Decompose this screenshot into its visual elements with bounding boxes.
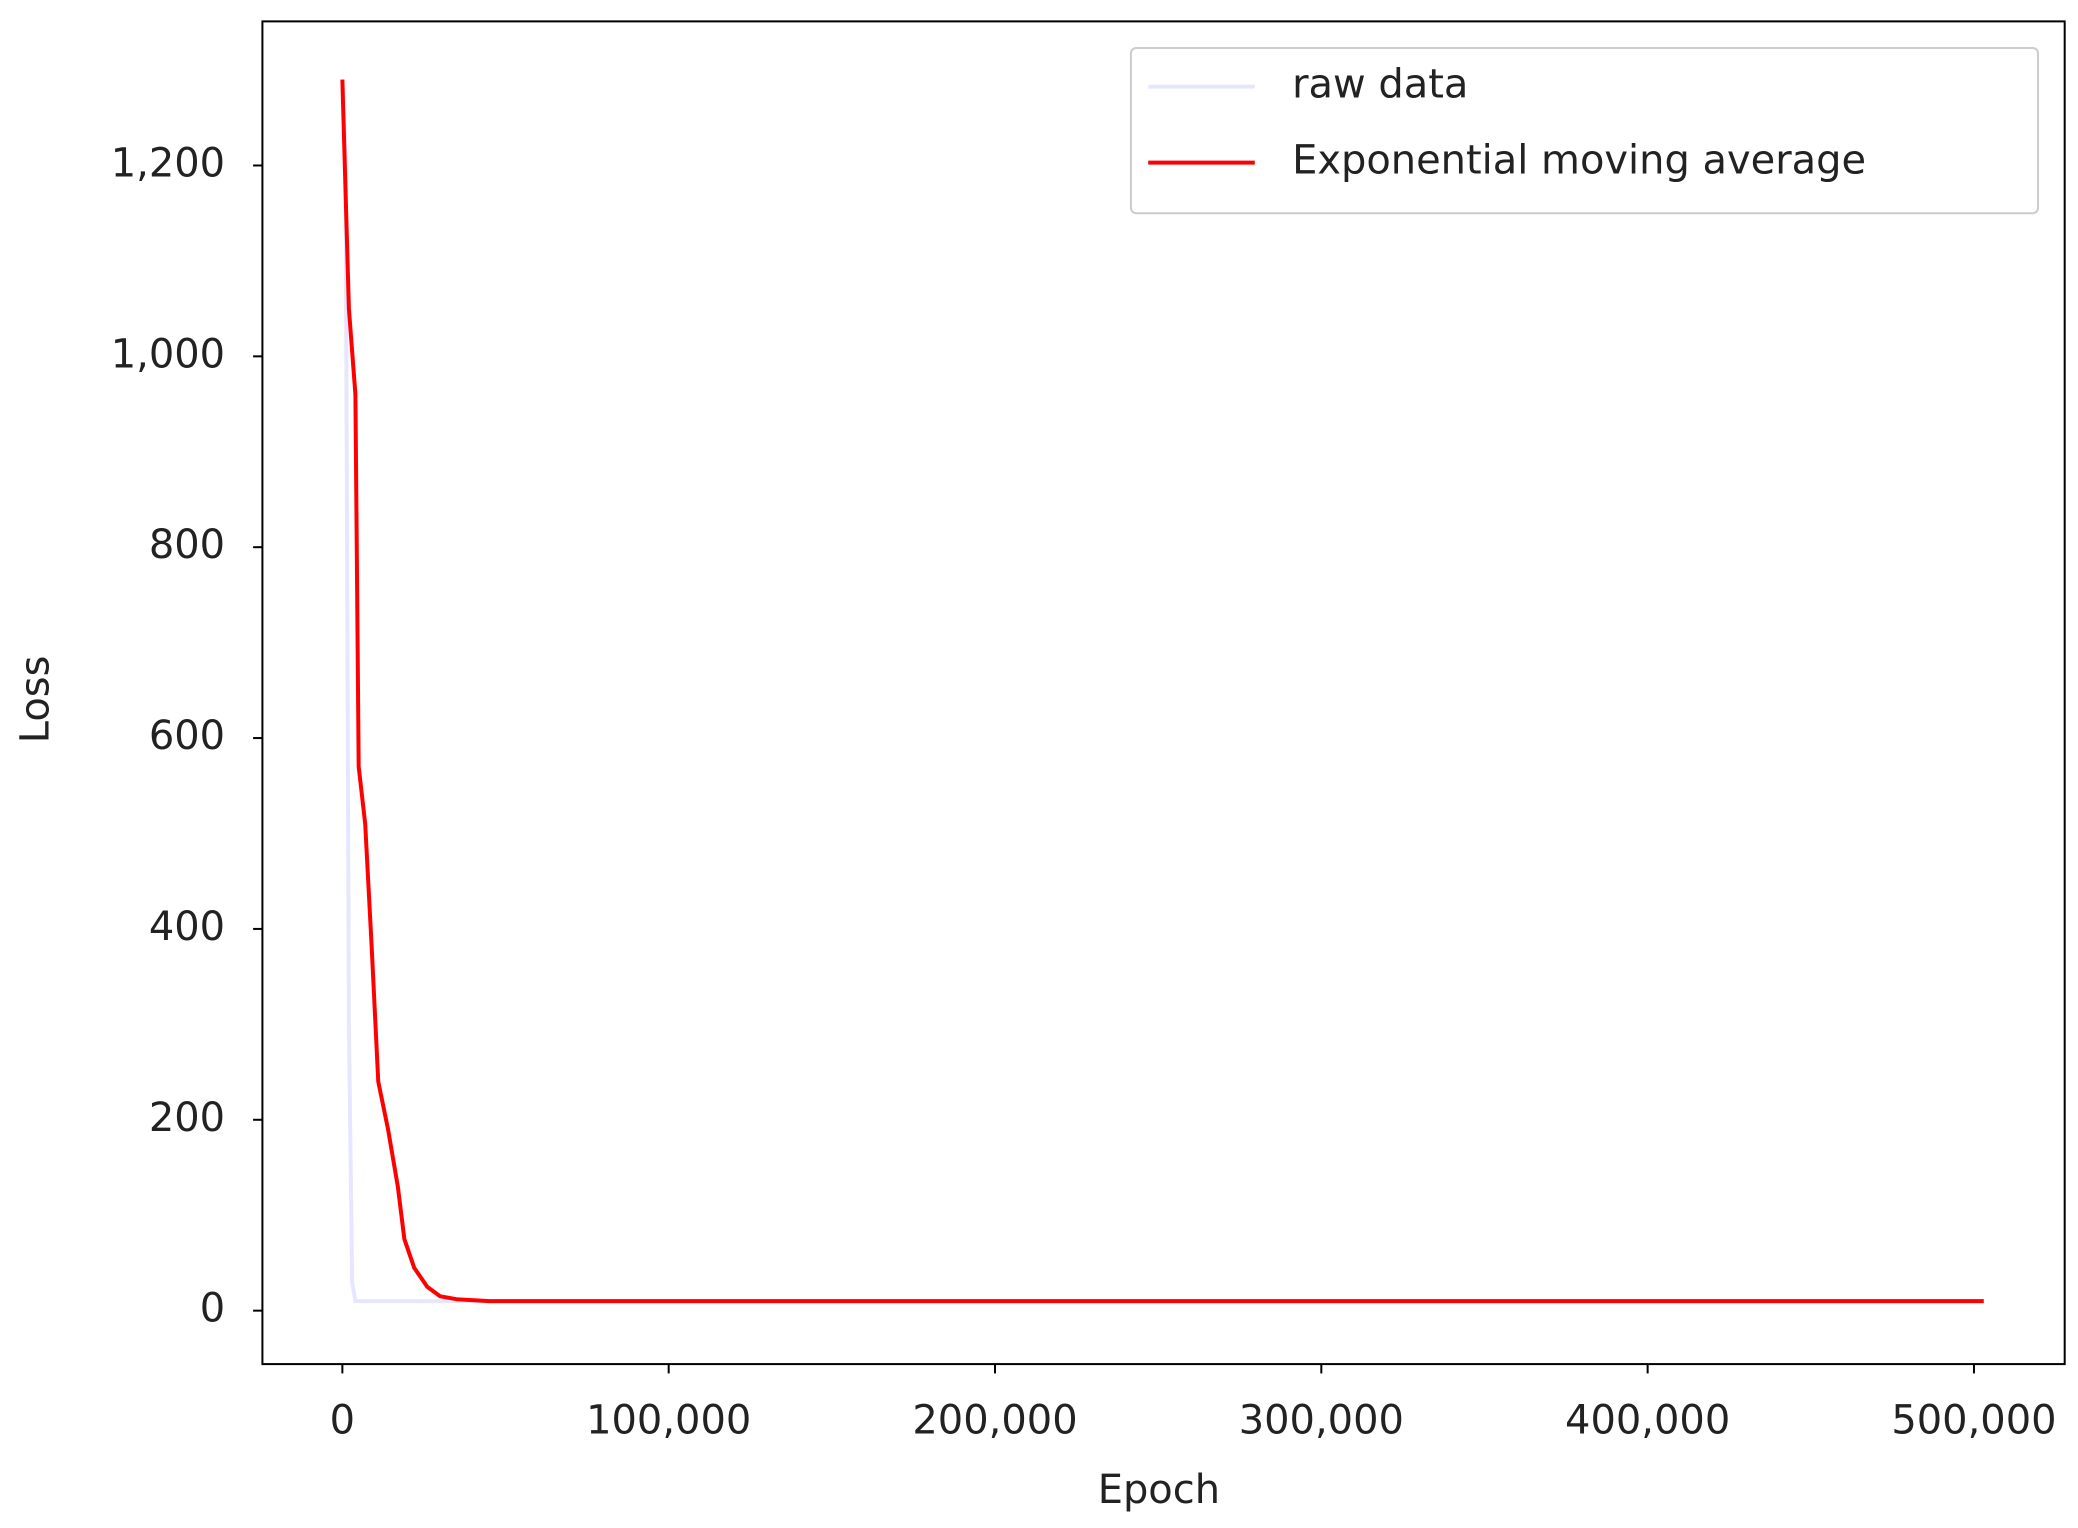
- y-tick-label: 0: [200, 1286, 225, 1332]
- x-tick-label: 300,000: [1239, 1398, 1404, 1444]
- axes-frame: [261, 20, 2066, 1366]
- legend-label: Exponential moving average: [1292, 138, 1866, 184]
- series-line: [340, 79, 1984, 1304]
- y-tick-label: 800: [149, 522, 225, 568]
- series-line: [340, 79, 1984, 1304]
- legend-label: raw data: [1292, 62, 1468, 108]
- x-tick-label: 200,000: [912, 1398, 1077, 1444]
- x-axis-label: Epoch: [1098, 1467, 1220, 1513]
- y-tick-label: 400: [149, 904, 225, 950]
- x-tick-label: 0: [330, 1398, 355, 1444]
- y-axis-label: Loss: [12, 656, 58, 744]
- legend-box: [1129, 47, 2040, 215]
- x-tick-label: 500,000: [1891, 1398, 2056, 1444]
- y-tick-label: 1,000: [111, 331, 225, 377]
- x-tick-label: 100,000: [586, 1398, 751, 1444]
- y-tick-label: 600: [149, 713, 225, 759]
- y-tick-label: 200: [149, 1095, 225, 1141]
- y-tick-label: 1,200: [111, 140, 225, 186]
- x-tick-label: 400,000: [1565, 1398, 1730, 1444]
